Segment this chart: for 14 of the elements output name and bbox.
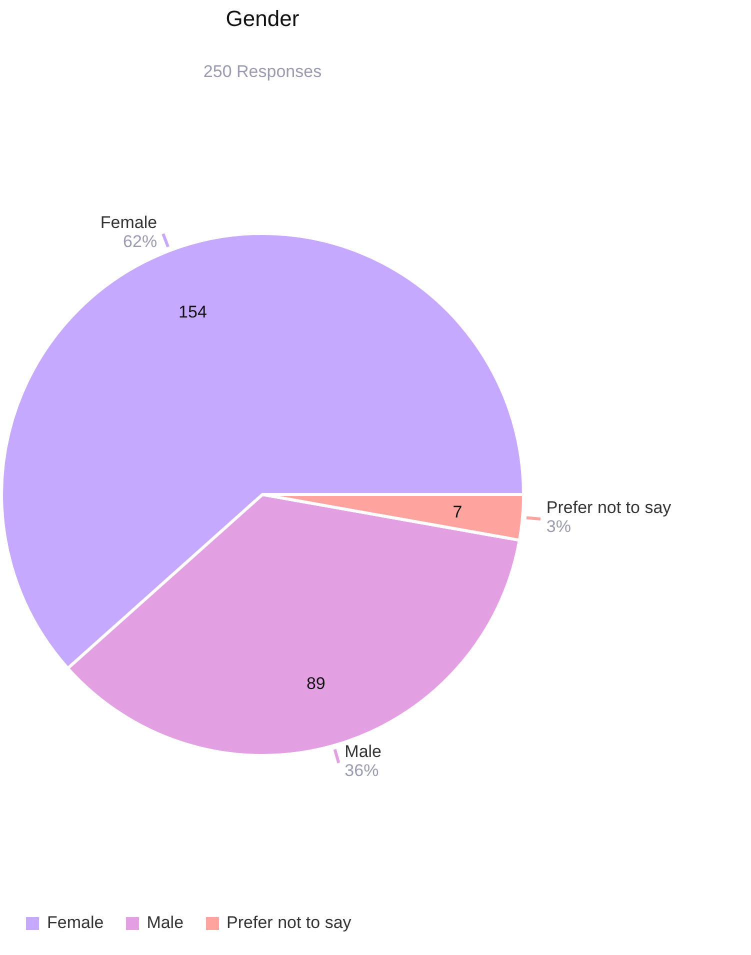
slice-label: Prefer not to say [546, 498, 672, 518]
text: 62% [123, 232, 158, 251]
legend-label: Prefer not to say [226, 913, 352, 933]
chart-subtitle: 250 Responses [203, 62, 322, 81]
legend-label: Female [47, 913, 104, 933]
slice-label: Male [344, 742, 382, 761]
text: 36% [344, 760, 379, 780]
slice-label: Female [100, 212, 158, 232]
data-label: 154 [178, 302, 207, 322]
data-label: 89 [306, 674, 326, 693]
text: 3% [546, 517, 571, 536]
data-label: 7 [452, 502, 462, 522]
chart-title: Gender [226, 6, 300, 31]
legend-label: Male [146, 913, 184, 933]
